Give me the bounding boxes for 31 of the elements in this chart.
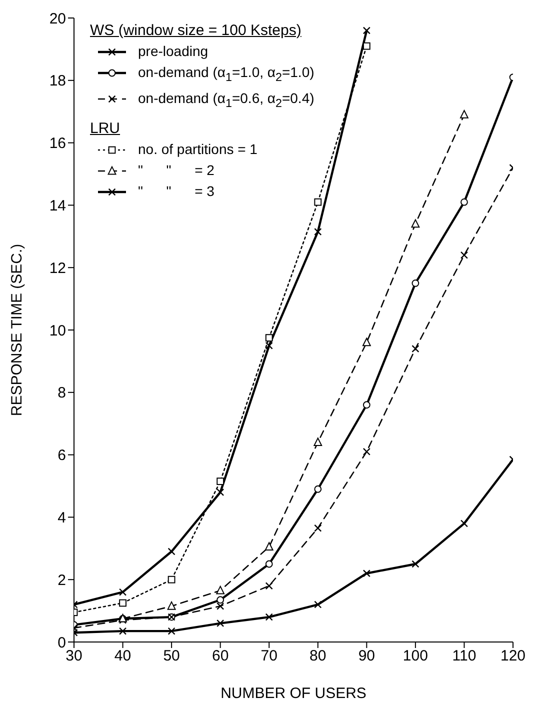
annotation: WS (window size = 100 Ksteps): [90, 21, 302, 41]
y-tick-label: 10: [49, 322, 66, 340]
x-tick-label: 120: [500, 648, 526, 665]
y-tick-label: 16: [49, 135, 66, 152]
legend-label: on-demand (α$_{1}$=0.6, α$_{2}$=0.4): [138, 90, 314, 110]
legend-label: " " = 2: [138, 162, 214, 178]
y-tick-label: 18: [49, 72, 66, 90]
y-tick-label: 0: [58, 634, 66, 652]
y-tick-label: 20: [49, 10, 66, 28]
x-tick-label: 50: [163, 648, 180, 665]
x-tick-label: 70: [260, 648, 278, 665]
y-tick-label: 8: [58, 384, 66, 402]
x-tick-label: 90: [358, 648, 376, 665]
legend-label: " " = 3: [138, 182, 214, 199]
x-tick-label: 30: [66, 648, 82, 665]
y-tick-label: 2: [58, 572, 66, 589]
y-axis-title: RESPONSE TIME (SEC.): [8, 244, 26, 416]
y-tick-label: 12: [49, 260, 66, 277]
legend-label: no. of partitions = 1: [138, 140, 258, 157]
x-tick-label: 110: [452, 648, 476, 665]
y-tick-label: 4: [58, 510, 66, 527]
x-tick-label: 100: [402, 648, 428, 665]
x-tick-label: 80: [310, 648, 326, 665]
legend-label: on-demand (α$_{1}$=1.0, α$_{2}$=1.0): [138, 64, 314, 84]
legend-label: pre-loading: [138, 43, 208, 59]
x-tick-label: 40: [114, 648, 132, 665]
y-tick-label: 6: [58, 447, 66, 464]
x-tick-label: 60: [212, 648, 229, 665]
x-axis-title: NUMBER OF USERS: [220, 685, 366, 702]
annotation: LRU: [90, 118, 122, 139]
y-tick-label: 14: [49, 198, 66, 215]
